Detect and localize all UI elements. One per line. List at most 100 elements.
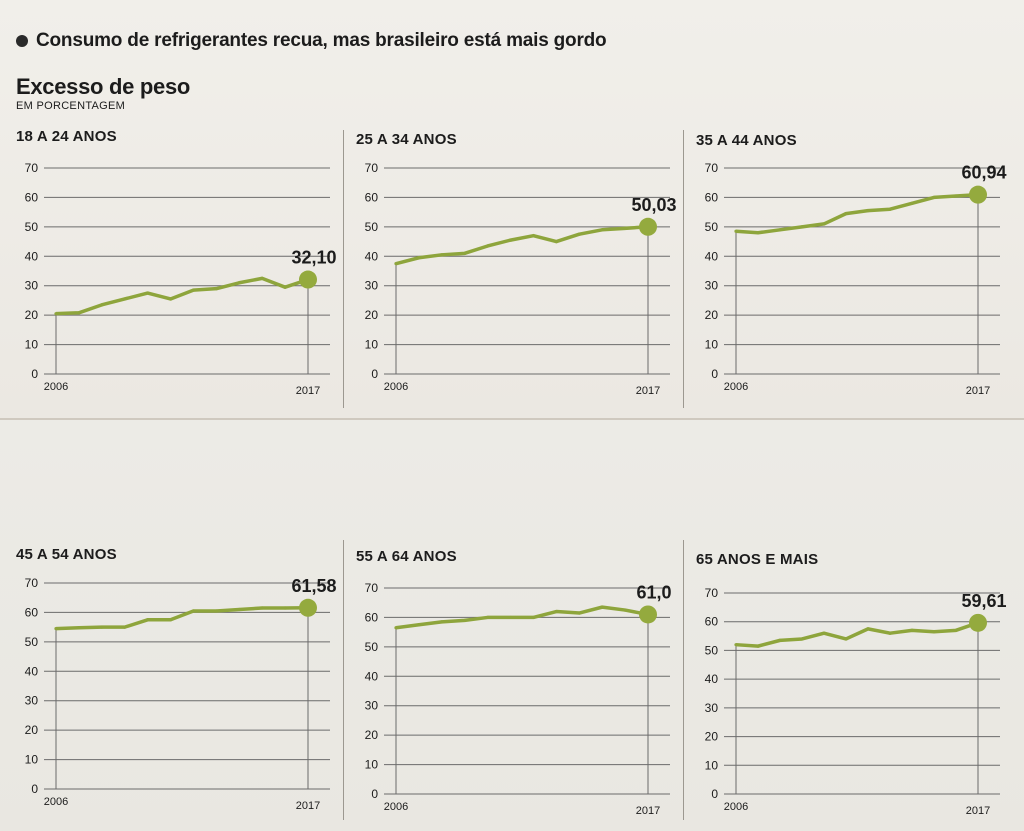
data-point	[214, 287, 218, 291]
data-point	[844, 212, 848, 216]
y-tick-label: 70	[705, 161, 719, 175]
data-point	[440, 620, 444, 624]
y-tick-label: 60	[25, 605, 39, 619]
y-tick-label: 10	[365, 338, 379, 352]
data-point	[577, 232, 581, 236]
data-point	[822, 222, 826, 226]
data-point	[623, 226, 627, 230]
data-point	[100, 303, 104, 307]
data-point	[417, 256, 421, 260]
y-tick-label: 0	[711, 787, 718, 801]
data-point	[146, 618, 150, 622]
data-point	[283, 606, 287, 610]
data-point	[123, 625, 127, 629]
final-value-label: 61,0	[636, 582, 671, 602]
final-value-label: 50,03	[631, 195, 676, 215]
data-point	[734, 643, 738, 647]
y-tick-label: 60	[705, 615, 719, 629]
x-tick-label: 2006	[384, 801, 408, 813]
data-point	[910, 201, 914, 205]
data-point	[954, 194, 958, 198]
y-tick-label: 30	[705, 279, 719, 293]
data-point	[888, 207, 892, 211]
series-line	[55, 606, 309, 631]
y-tick-label: 60	[365, 190, 379, 204]
data-point	[486, 615, 490, 620]
data-point	[866, 627, 870, 631]
data-point	[394, 626, 398, 630]
y-tick-label: 50	[365, 640, 379, 654]
y-tick-label: 0	[31, 367, 38, 381]
data-point	[486, 244, 490, 248]
y-tick-label: 50	[705, 643, 719, 657]
data-point	[463, 618, 467, 622]
panel-title-35-44: 35 A 44 ANOS	[696, 132, 797, 149]
bullet-icon	[16, 35, 28, 47]
x-tick-label: 2017	[296, 385, 320, 397]
data-point	[888, 631, 892, 635]
upper-clipping	[0, 0, 1024, 420]
y-tick-label: 0	[31, 782, 38, 796]
y-tick-label: 20	[365, 308, 379, 322]
data-point	[394, 262, 398, 266]
final-data-point	[969, 613, 987, 632]
panel-chart-35-44: 0 10 20 30 40 50 60 70 60,94 2006 2017	[705, 161, 1007, 397]
headline: Consumo de refrigerantes recua, mas bras…	[16, 30, 607, 52]
chart-title: Excesso de peso	[16, 74, 191, 99]
series-line	[395, 605, 649, 630]
y-tick-label: 30	[365, 279, 379, 293]
final-data-point	[969, 185, 987, 204]
y-tick-label: 50	[705, 220, 719, 234]
y-tick-label: 60	[25, 190, 39, 204]
data-point	[600, 605, 604, 609]
data-point	[237, 281, 241, 285]
lower-clipping	[0, 420, 1024, 831]
final-value-label: 32,10	[291, 248, 336, 268]
panel-divider	[343, 130, 344, 408]
x-tick-label: 2006	[44, 381, 68, 393]
x-tick-label: 2017	[966, 805, 990, 817]
x-tick-label: 2006	[724, 801, 748, 813]
y-tick-label: 30	[25, 694, 39, 708]
y-tick-label: 20	[705, 308, 719, 322]
x-tick-label: 2006	[384, 381, 408, 393]
final-value-label: 60,94	[961, 163, 1006, 183]
y-tick-label: 30	[365, 699, 379, 713]
y-tick-label: 10	[25, 753, 39, 767]
data-point	[756, 231, 760, 235]
data-point	[623, 608, 627, 612]
data-point	[463, 251, 467, 255]
final-data-point	[639, 605, 657, 624]
y-tick-label: 20	[25, 723, 39, 737]
y-tick-label: 40	[365, 669, 379, 683]
y-tick-label: 0	[371, 367, 378, 381]
chart-subtitle: EM PORCENTAGEM	[16, 100, 126, 112]
data-point	[168, 618, 173, 622]
series-line	[735, 621, 979, 648]
data-point	[100, 625, 104, 629]
y-tick-label: 30	[705, 701, 719, 715]
headline-text: Consumo de refrigerantes recua, mas bras…	[36, 30, 607, 51]
y-tick-label: 30	[25, 279, 39, 293]
y-tick-label: 10	[25, 338, 39, 352]
panel-divider	[683, 130, 684, 408]
data-point	[822, 631, 826, 635]
panel-title-55-64: 55 A 64 ANOS	[356, 548, 457, 565]
y-tick-label: 10	[705, 758, 719, 772]
data-point	[932, 630, 936, 634]
final-value-label: 61,58	[291, 576, 336, 596]
y-tick-label: 50	[25, 220, 39, 234]
y-tick-label: 70	[25, 161, 39, 175]
panel-divider	[343, 540, 344, 820]
y-tick-label: 40	[705, 249, 719, 263]
data-point	[283, 285, 287, 289]
data-point	[577, 611, 581, 615]
y-tick-label: 50	[25, 635, 39, 649]
y-tick-label: 60	[705, 190, 719, 204]
data-point	[932, 195, 936, 200]
x-tick-label: 2017	[636, 385, 660, 397]
data-point	[168, 297, 173, 301]
y-tick-label: 40	[365, 249, 379, 263]
panel-title-25-34: 25 A 34 ANOS	[356, 131, 457, 148]
data-point	[260, 276, 264, 280]
